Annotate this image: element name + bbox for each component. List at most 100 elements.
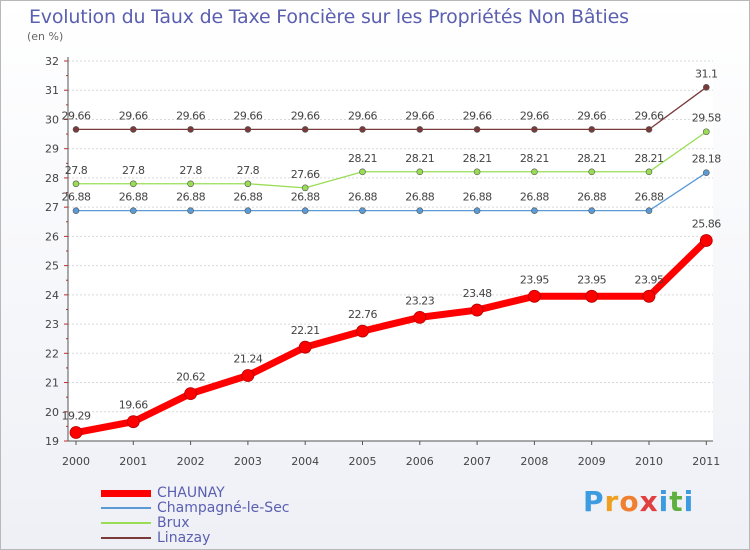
data-label: 29.66 bbox=[62, 109, 91, 122]
logo-letter: i bbox=[658, 485, 670, 518]
data-point bbox=[645, 207, 653, 214]
data-label: 29.66 bbox=[348, 109, 377, 122]
data-point bbox=[473, 126, 481, 133]
data-point bbox=[244, 126, 252, 133]
x-tick-label: 2002 bbox=[177, 455, 205, 468]
data-label: 27.8 bbox=[179, 164, 202, 177]
data-label: 26.88 bbox=[176, 191, 205, 204]
data-point bbox=[473, 168, 481, 176]
x-tick-label: 2006 bbox=[406, 455, 434, 468]
series-line-champagn-le-sec bbox=[75, 172, 707, 212]
legend: CHAUNAY Champagné-le-Sec Brux Linazay bbox=[101, 485, 321, 546]
legend-item: Linazay bbox=[101, 530, 321, 546]
x-tick-label: 2004 bbox=[291, 455, 319, 468]
data-label: 29.66 bbox=[577, 109, 606, 122]
data-label: 26.88 bbox=[520, 191, 549, 204]
y-axis-unit-label: (en %) bbox=[27, 30, 64, 43]
logo-letter: x bbox=[639, 485, 659, 518]
y-tick-label: 23 bbox=[45, 318, 59, 331]
data-point bbox=[356, 324, 369, 338]
chart-title: Evolution du Taux de Taxe Foncière sur l… bbox=[29, 6, 629, 28]
data-label: 26.88 bbox=[291, 191, 320, 204]
data-label: 19.66 bbox=[119, 399, 148, 412]
data-label: 29.66 bbox=[291, 109, 320, 122]
data-label: 26.88 bbox=[463, 191, 492, 204]
data-point bbox=[359, 126, 366, 133]
data-point bbox=[642, 289, 656, 303]
data-label: 26.88 bbox=[119, 191, 148, 204]
legend-swatch bbox=[101, 507, 151, 509]
data-label: 29.66 bbox=[405, 109, 434, 122]
legend-item: Champagné-le-Sec bbox=[101, 500, 321, 516]
x-tick-label: 2008 bbox=[520, 455, 548, 468]
y-tick-label: 31 bbox=[45, 84, 59, 97]
data-label: 23.48 bbox=[463, 287, 492, 300]
data-point bbox=[702, 128, 710, 136]
legend-label: Linazay bbox=[157, 530, 211, 546]
series-line-brux bbox=[75, 131, 707, 189]
legend-swatch bbox=[101, 522, 151, 524]
data-label: 31.1 bbox=[695, 67, 718, 80]
y-tick-label: 27 bbox=[45, 201, 59, 214]
y-tick-label: 26 bbox=[45, 230, 59, 243]
data-label: 23.95 bbox=[635, 273, 664, 286]
data-label: 19.29 bbox=[62, 410, 91, 423]
x-tick-label: 2009 bbox=[578, 455, 606, 468]
data-point bbox=[588, 126, 596, 133]
x-tick-label: 2011 bbox=[692, 455, 720, 468]
series-line-linazay bbox=[75, 86, 707, 131]
data-point bbox=[72, 126, 80, 133]
data-point bbox=[69, 426, 83, 439]
data-label: 22.76 bbox=[348, 308, 377, 321]
data-point bbox=[130, 207, 137, 214]
data-label: 28.21 bbox=[405, 152, 434, 165]
legend-label: Brux bbox=[157, 515, 190, 531]
data-label: 26.88 bbox=[62, 191, 91, 204]
data-label: 29.66 bbox=[119, 109, 148, 122]
x-tick-label: 2007 bbox=[463, 455, 491, 468]
data-label: 23.95 bbox=[520, 273, 549, 286]
data-point bbox=[244, 207, 252, 214]
data-label: 28.21 bbox=[348, 152, 377, 165]
data-point bbox=[702, 169, 710, 176]
data-point bbox=[130, 126, 137, 133]
legend-item: CHAUNAY bbox=[101, 485, 321, 501]
plot-area bbox=[68, 59, 713, 441]
data-point bbox=[187, 207, 194, 214]
data-label: 29.66 bbox=[635, 109, 664, 122]
data-point bbox=[702, 84, 710, 91]
data-point bbox=[413, 310, 427, 324]
data-label: 28.21 bbox=[463, 152, 492, 165]
data-point bbox=[298, 340, 312, 354]
data-point bbox=[184, 387, 198, 401]
data-point bbox=[72, 207, 80, 214]
data-point bbox=[588, 207, 596, 214]
data-label: 23.95 bbox=[577, 273, 606, 286]
logo-letter: P bbox=[583, 485, 605, 518]
data-label: 26.88 bbox=[635, 191, 664, 204]
y-tick-label: 22 bbox=[45, 347, 59, 360]
data-label: 23.23 bbox=[405, 294, 434, 307]
data-label: 25.86 bbox=[692, 217, 721, 230]
y-tick-label: 32 bbox=[45, 55, 59, 68]
data-label: 29.66 bbox=[233, 109, 262, 122]
data-point bbox=[72, 180, 80, 188]
legend-label: Champagné-le-Sec bbox=[157, 500, 290, 516]
data-label: 27.8 bbox=[65, 164, 88, 177]
data-point bbox=[528, 289, 541, 303]
data-label: 28.21 bbox=[577, 152, 606, 165]
x-tick-label: 2010 bbox=[635, 455, 663, 468]
data-label: 28.18 bbox=[692, 153, 721, 166]
y-tick-label: 19 bbox=[45, 435, 59, 448]
data-point bbox=[416, 126, 424, 133]
logo-letter: t bbox=[669, 485, 684, 518]
data-point bbox=[699, 234, 713, 247]
y-tick-label: 20 bbox=[45, 406, 59, 419]
data-label: 29.66 bbox=[520, 109, 549, 122]
logo-letter: i bbox=[683, 485, 695, 518]
data-label: 29.66 bbox=[463, 109, 492, 122]
data-point bbox=[585, 289, 599, 303]
data-label: 27.66 bbox=[291, 168, 320, 181]
x-tick-label: 2005 bbox=[349, 455, 377, 468]
